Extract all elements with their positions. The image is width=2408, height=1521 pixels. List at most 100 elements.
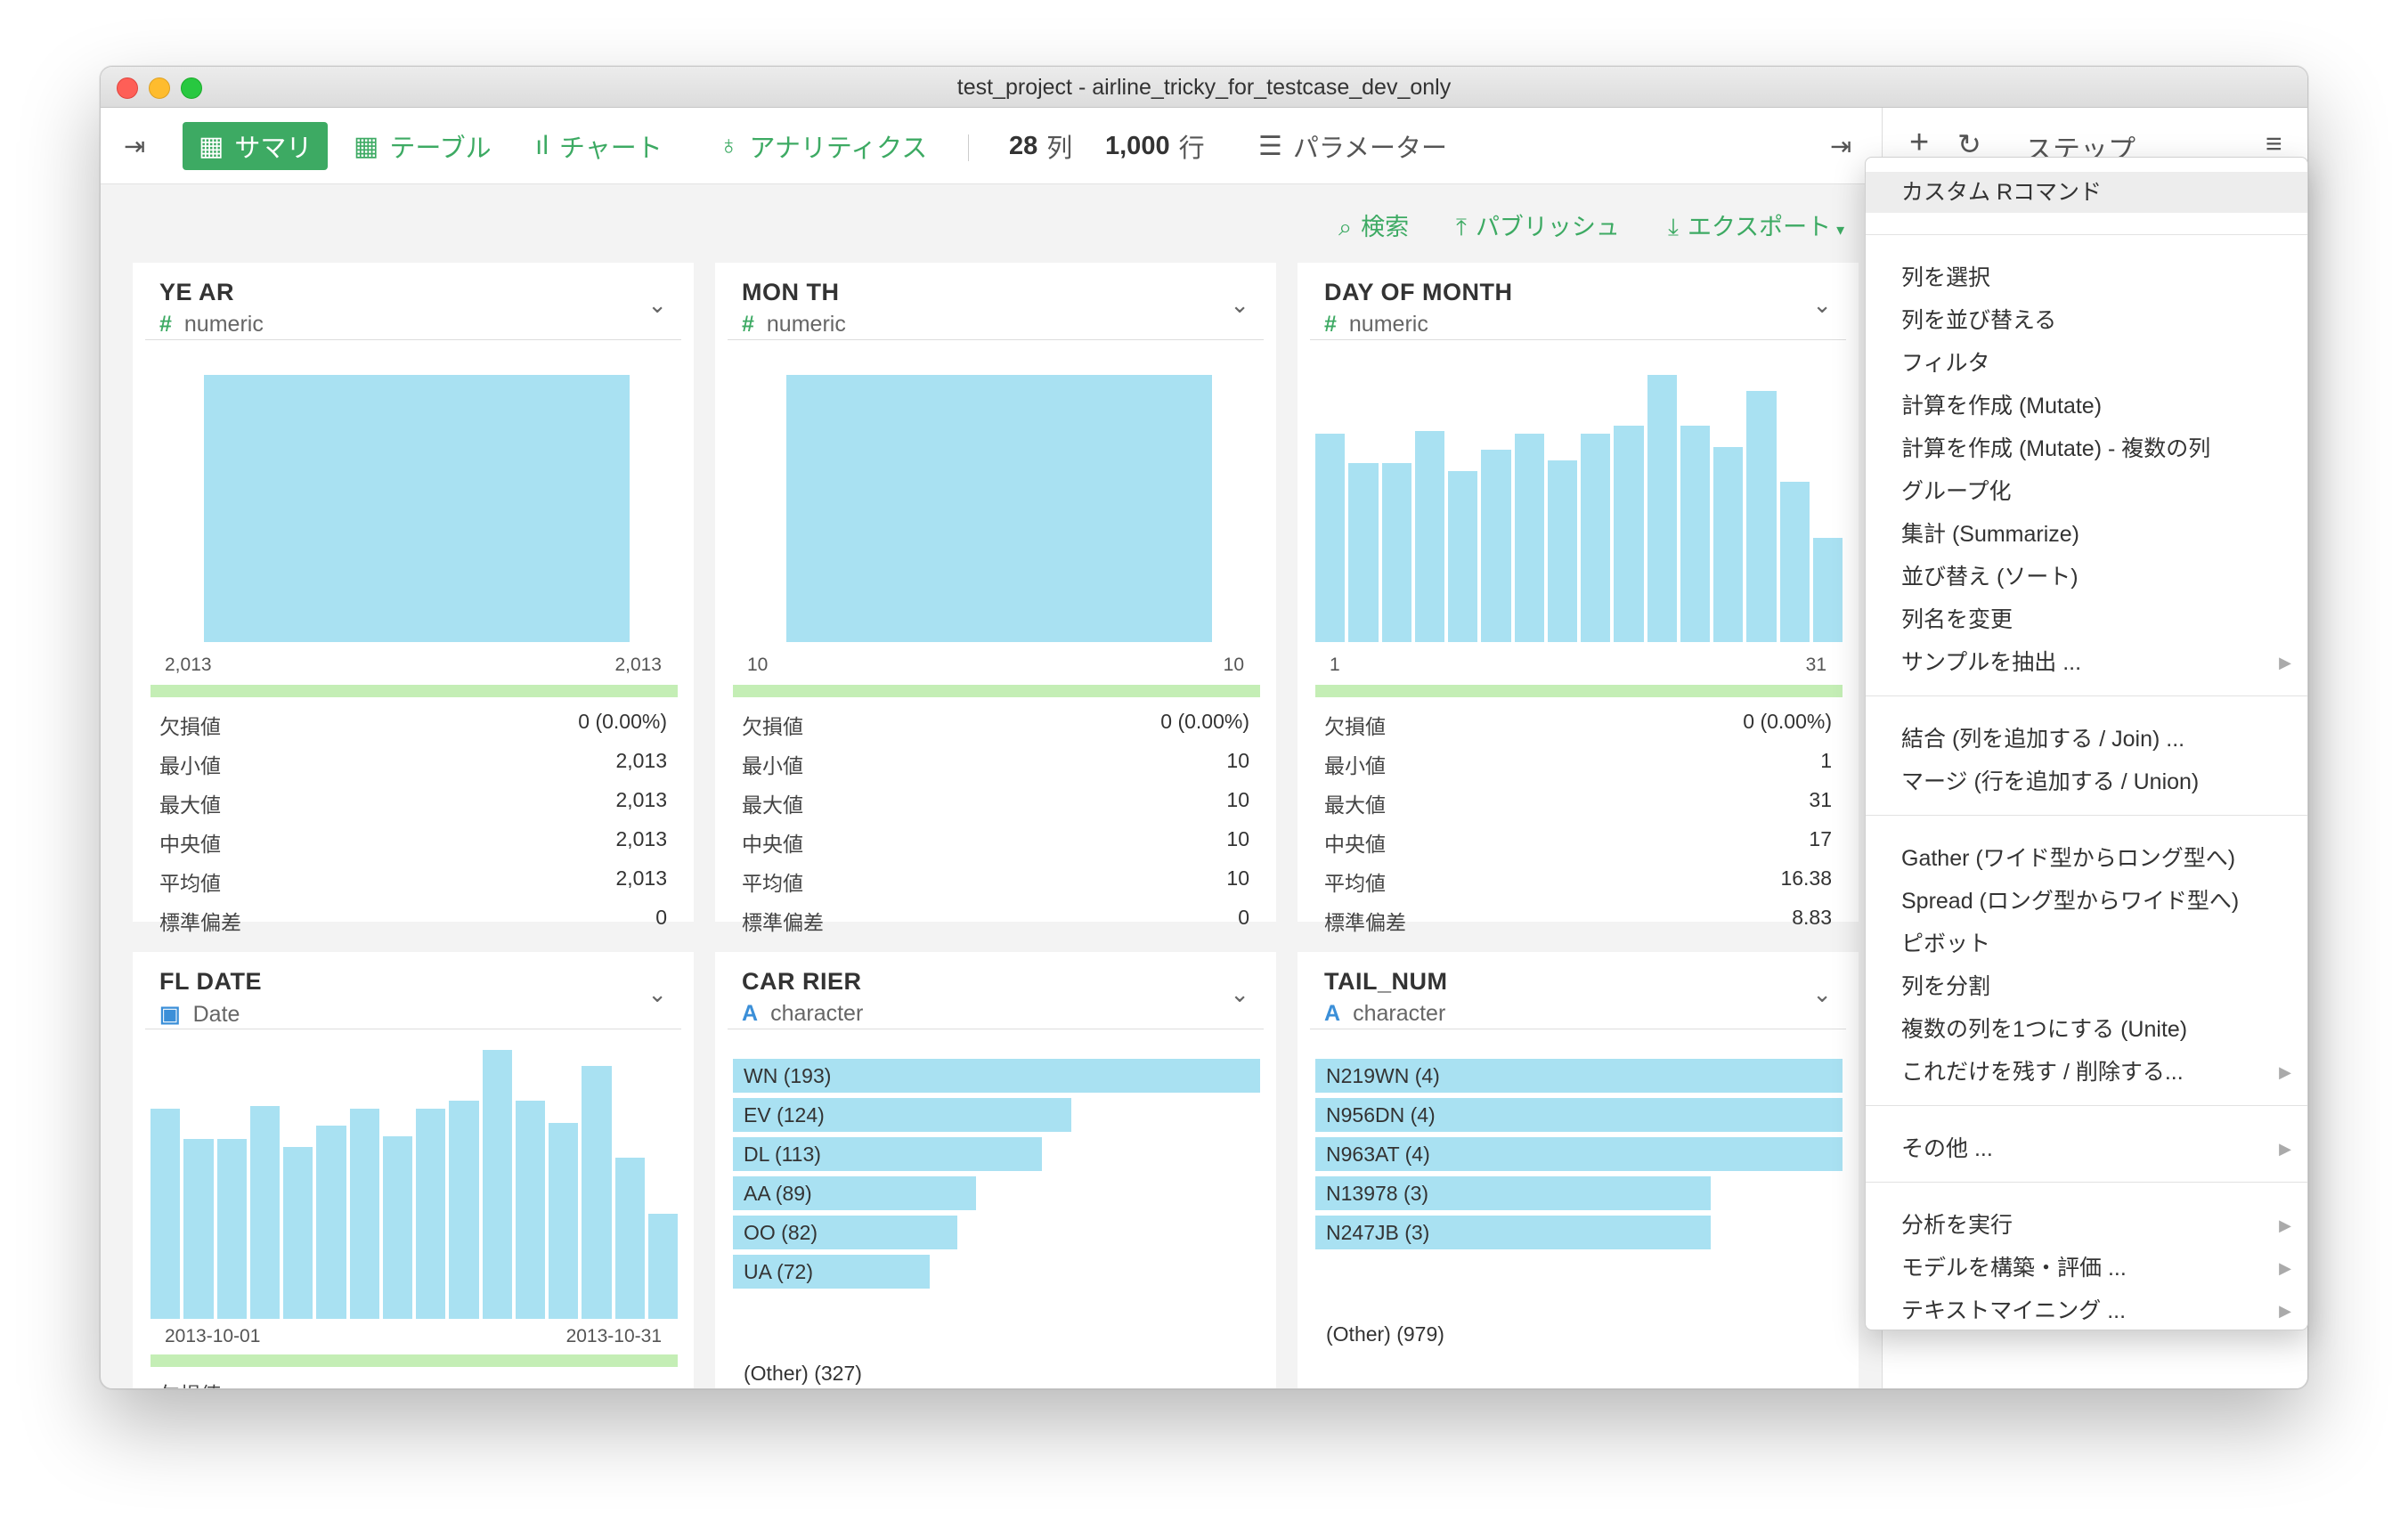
histogram-bar[interactable] <box>416 1109 446 1319</box>
collapse-left-button[interactable]: ⇥ <box>124 122 145 170</box>
submenu-arrow-icon: ▶ <box>2279 1259 2291 1277</box>
close-window-button[interactable] <box>117 77 138 99</box>
menu-item[interactable]: フィルタ <box>1901 351 1990 376</box>
menu-item[interactable]: 並び替え (ソート) <box>1901 565 2079 590</box>
top-value-bar[interactable]: N956DN (4) <box>1315 1098 1843 1132</box>
histogram-bar[interactable] <box>1448 471 1478 642</box>
menu-item[interactable]: モデルを構築・評価 ... ▶ <box>1866 1248 2307 1289</box>
top-value-bar[interactable]: UA (72) <box>733 1255 930 1289</box>
export-button[interactable]: ⤓ エクスポート ▾ <box>1668 214 1845 240</box>
axis-max-label: 2,013 <box>614 655 662 675</box>
menu-item[interactable]: 集計 (Summarize) <box>1901 522 2080 547</box>
top-value-bar[interactable]: WN (193) <box>733 1059 1260 1093</box>
menu-item[interactable]: 複数の列を1つにする (Unite) <box>1901 1017 2188 1042</box>
collapse-right-icon: ⇥ <box>1830 132 1852 161</box>
histogram-bar[interactable] <box>1614 426 1644 642</box>
menu-item[interactable]: 分析を実行 ▶ <box>1866 1205 2307 1246</box>
steps-list-button[interactable]: ≡ <box>2266 127 2282 160</box>
zoom-window-button[interactable] <box>181 77 202 99</box>
histogram-bar[interactable] <box>249 1106 280 1319</box>
histogram-bar[interactable] <box>1581 434 1611 642</box>
histogram-bar[interactable] <box>1812 538 1843 642</box>
axis-min-label: 2013-10-01 <box>165 1326 261 1346</box>
histogram-bar[interactable] <box>515 1101 545 1319</box>
top-value-bar[interactable]: EV (124) <box>733 1098 1072 1132</box>
histogram-bar[interactable] <box>1481 450 1511 642</box>
histogram-bar[interactable] <box>316 1125 346 1319</box>
numeric-type-icon: # <box>159 312 172 337</box>
histogram-bar[interactable] <box>1414 431 1444 642</box>
top-value-bar[interactable]: AA (89) <box>733 1176 976 1210</box>
tab-summary[interactable]: ▦ サマリ <box>183 122 329 170</box>
menu-item[interactable]: 列を並び替える <box>1901 308 2057 333</box>
histogram-bar[interactable] <box>1713 447 1744 642</box>
histogram-bar[interactable] <box>349 1109 379 1319</box>
histogram-bar[interactable] <box>614 1157 645 1319</box>
menu-item[interactable]: 結合 (列を追加する / Join) ... <box>1901 727 2185 752</box>
minimize-window-button[interactable] <box>149 77 170 99</box>
title-bar: test_project - airline_tricky_for_testca… <box>101 67 2307 108</box>
histogram-bar[interactable] <box>1381 463 1411 642</box>
parameters-button[interactable]: ☰ パラメーター <box>1258 131 1448 164</box>
top-value-bar[interactable]: N247JB (3) <box>1315 1216 1711 1249</box>
menu-item[interactable]: 列を分割 <box>1901 974 1991 999</box>
histogram-bar[interactable] <box>183 1138 214 1319</box>
histogram-bar[interactable] <box>449 1101 479 1319</box>
menu-item[interactable]: グループ化 <box>1901 479 2012 504</box>
histogram-bar[interactable] <box>382 1135 412 1319</box>
chevron-down-icon[interactable]: ⌄ <box>647 291 667 318</box>
chevron-down-icon[interactable]: ⌄ <box>647 980 667 1007</box>
search-button[interactable]: ⌕ 検索 <box>1338 214 1410 240</box>
top-value-bar[interactable]: DL (113) <box>733 1137 1042 1171</box>
menu-item[interactable]: Gather (ワイド型からロング型へ) <box>1901 846 2236 871</box>
chevron-down-icon[interactable]: ⌄ <box>1230 980 1249 1007</box>
histogram-bar[interactable] <box>1680 426 1710 642</box>
histogram-bar[interactable] <box>150 1109 181 1319</box>
histogram-bar[interactable] <box>1514 434 1544 642</box>
menu-item[interactable]: 計算を作成 (Mutate) <box>1901 394 2103 419</box>
histogram-bar[interactable] <box>1348 463 1379 642</box>
histogram-bar <box>786 375 1212 642</box>
menu-item[interactable]: これだけを残す / 削除する... ▶ <box>1866 1052 2307 1093</box>
add-step-menu: カスタム Rコマンド列を選択列を並び替える フィルタ計算を作成 (Mutate) 計… <box>1865 157 2308 1330</box>
histogram-bar[interactable] <box>1315 434 1346 642</box>
tab-analytics[interactable]: ♁ アナリティクス <box>719 131 928 163</box>
publish-button[interactable]: ⤒ パブリッシュ <box>1456 214 1620 240</box>
menu-item[interactable]: 計算を作成 (Mutate) - 複数の列 <box>1901 436 2211 461</box>
histogram-bar[interactable] <box>1746 391 1777 642</box>
top-value-bar[interactable]: N963AT (4) <box>1315 1137 1843 1171</box>
top-value-bar[interactable]: OO (82) <box>733 1216 957 1249</box>
chevron-down-icon[interactable]: ⌄ <box>1812 291 1832 318</box>
histogram-bar[interactable] <box>1779 482 1810 642</box>
menu-item[interactable]: Spread (ロング型からワイド型へ) <box>1901 889 2240 914</box>
chevron-down-icon[interactable]: ⌄ <box>1230 291 1249 318</box>
refresh-button[interactable]: ↻ <box>1957 127 1981 161</box>
chevron-down-icon[interactable]: ⌄ <box>1812 980 1832 1007</box>
histogram-bar[interactable] <box>1547 460 1577 642</box>
menu-item[interactable]: その他 ... ▶ <box>1866 1128 2307 1169</box>
axis-min-label: 10 <box>747 655 769 675</box>
menu-item[interactable]: ピボット <box>1901 931 1991 956</box>
add-step-button[interactable]: + <box>1909 124 1929 162</box>
column-name: TAIL_NUM <box>1324 968 1448 995</box>
menu-item[interactable]: 列名を変更 <box>1901 607 2013 632</box>
histogram-bar[interactable] <box>1647 375 1677 642</box>
histogram-bar[interactable] <box>549 1122 579 1319</box>
menu-item[interactable]: カスタム Rコマンド <box>1866 172 2307 213</box>
tab-chart[interactable]: ıl チャート <box>535 131 663 163</box>
histogram-bar[interactable] <box>482 1050 512 1319</box>
histogram-bar[interactable] <box>582 1066 612 1319</box>
tab-table[interactable]: ▦ テーブル <box>354 131 492 164</box>
histogram-bar[interactable] <box>283 1146 313 1319</box>
menu-item[interactable]: サンプルを抽出 ... ▶ <box>1866 642 2307 683</box>
collapse-right-button[interactable]: ⇥ <box>1830 122 1851 170</box>
submenu-arrow-icon: ▶ <box>2279 1140 2291 1158</box>
top-value-bar[interactable]: N219WN (4) <box>1315 1059 1843 1093</box>
histogram-bar[interactable] <box>647 1214 678 1319</box>
top-value-bar[interactable]: N13978 (3) <box>1315 1176 1711 1210</box>
menu-item[interactable]: テキストマイニング ... ▶ <box>1866 1290 2307 1330</box>
menu-item[interactable]: マージ (行を追加する / Union) <box>1901 769 2200 794</box>
menu-item[interactable]: 列を選択 <box>1901 265 1991 290</box>
histogram-bar[interactable] <box>216 1138 247 1319</box>
